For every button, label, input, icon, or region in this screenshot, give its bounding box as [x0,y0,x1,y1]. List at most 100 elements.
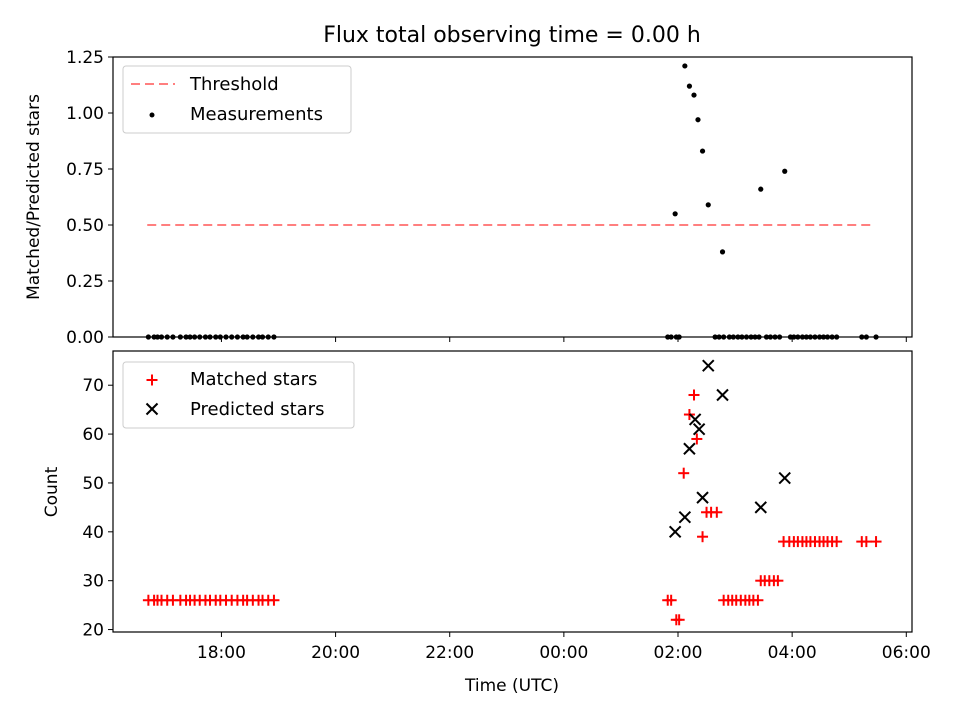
measurement-point [240,334,246,340]
measurement-point [721,334,727,340]
top-y-tick-label: 1.00 [66,104,104,124]
measurement-point [758,186,764,192]
bottom-y-ticks: 20 30 40 50 60 70 [82,376,113,641]
bottom-y-tick-label: 20 [82,621,104,641]
predicted-star-point [688,413,702,426]
measurement-point [265,334,271,340]
measurement-point [187,334,193,340]
predicted-star-point [702,359,715,372]
measurement-point [250,334,256,340]
bottom-y-tick-label: 70 [82,376,104,396]
measurement-point [735,334,741,340]
predicted-star-point [754,501,767,514]
measurement-point [259,334,266,340]
bottom-panel: 20 30 40 50 60 70 18:00 20:00 22:00 00:00 02:00 04… [42,350,931,696]
legend-predicted-marker [145,402,159,416]
bottom-x-tick-label: 06:00 [882,643,931,663]
predicted-star-point [668,525,682,539]
measurement-point [719,249,726,255]
measurement-point [158,334,165,340]
legend-matched-label: Matched stars [190,369,317,390]
predicted-star-point-b [696,491,709,504]
predicted-star-point-b [778,471,791,485]
bottom-y-axis-label: Count [42,466,62,517]
measurement-point [255,334,262,340]
measurement-point [756,334,762,340]
measurement-point [244,334,250,340]
bottom-x-tick-label: 22:00 [425,643,474,663]
measurement-point [668,334,674,340]
measurement-point [676,334,682,340]
measurement-point [816,334,823,340]
legend-predicted-swatch [145,402,159,416]
predicted-star-point-b [688,413,702,426]
legend-threshold-label: Threshold [189,74,279,95]
legend-measurements-label: Measurements [190,104,323,125]
measurement-point [752,334,758,340]
measurement-point [154,334,161,340]
measurement-point [820,334,827,340]
predicted-star-point [683,442,696,455]
bottom-x-tick-label: 20:00 [311,643,360,663]
measurement-point [834,334,840,340]
top-legend-frame [122,65,352,134]
measurement-point [730,334,736,340]
predicted-star-point-b [678,510,692,524]
measurement-point [859,334,865,340]
top-panel: 0.00 0.25 0.50 0.75 1.00 1.25 Matched/Predict… [24,48,913,348]
matched-star-point [688,389,700,401]
measurement-point [177,334,183,340]
bottom-x-tick-label: 04:00 [768,643,817,663]
measurement-point [743,334,750,340]
measurement-point [271,334,277,340]
matched-star-point [831,536,843,548]
top-y-ticks: 0.00 0.25 0.50 0.75 1.00 1.25 [66,48,113,348]
measurement-point [782,168,788,174]
measurement-point [197,334,203,340]
chart-title: Flux total observing time = 0.00 h [323,23,701,48]
predicted-star-point [716,388,729,402]
measurement-point [213,334,219,340]
measurement-point [217,334,223,340]
bottom-x-tick-label: 02:00 [654,643,703,663]
top-legend: Threshold Measurements [122,65,352,134]
measurement-point [791,334,797,340]
predicted-star-point-b [702,359,715,372]
measurement-point [192,334,198,340]
top-y-tick-label: 0.75 [66,160,104,180]
measurement-point [202,334,209,340]
predicted-star-point-b [692,422,706,436]
bottom-axes-frame [112,350,913,633]
x-axis-label: Time (UTC) [464,676,559,696]
measurement-point [234,334,241,340]
measurement-point [223,334,229,340]
measurement-point [699,148,706,154]
top-y-axis-label: Matched/Predicted stars [24,94,44,300]
matched-star-point [678,467,690,479]
matched-star-point [860,536,872,548]
measurement-point [686,83,693,89]
top-axes-frame [112,56,913,338]
matched-star-point [711,506,723,518]
measurement-point [799,334,806,340]
measurement-points [145,63,879,340]
predicted-star-point [778,471,791,485]
measurement-point [705,202,711,208]
measurement-point [803,334,810,340]
measurement-point [807,334,814,340]
matched-star-point [665,594,677,606]
measurement-point [712,334,718,340]
top-y-tick-label: 1.25 [66,48,104,68]
bottom-legend-frame [122,361,355,429]
measurement-point [873,334,879,340]
predicted-star-point-b [668,525,682,539]
measurement-point [812,334,818,340]
matched-star-point [691,433,703,445]
bottom-legend: Matched stars Predicted stars [122,361,355,429]
measurement-point [767,334,774,340]
measurement-point [776,334,783,340]
measurement-point [748,334,754,340]
matched-stars-points [142,389,882,626]
top-y-tick-label: 0.25 [66,272,104,292]
matched-star-point [752,594,764,606]
